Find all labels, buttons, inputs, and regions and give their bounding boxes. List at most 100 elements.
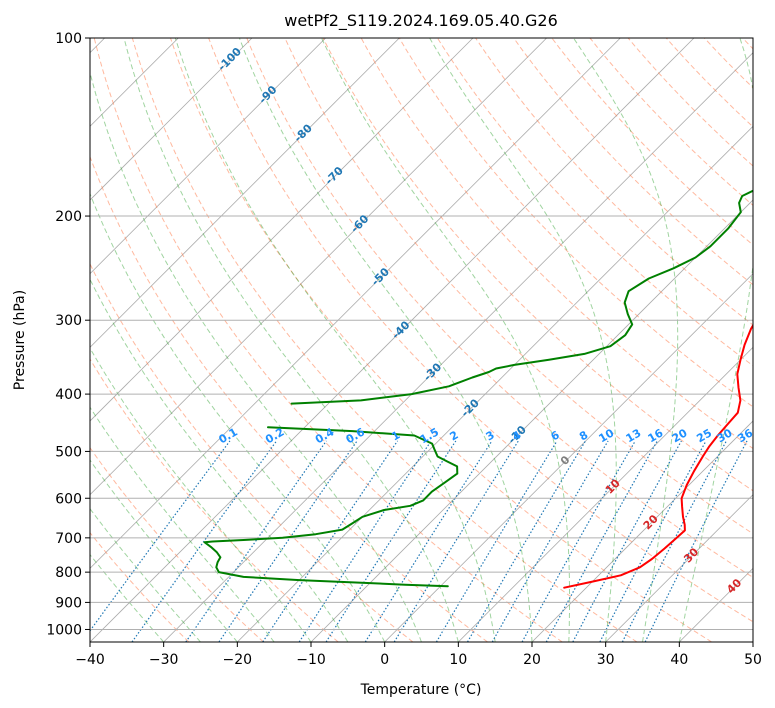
isotherm-line <box>90 38 621 569</box>
moist-adiabat-line <box>573 38 679 642</box>
isotherm-line <box>90 38 547 496</box>
isotherm-line <box>90 38 326 275</box>
background-lines <box>90 38 753 642</box>
mixing-ratio-label: 36 <box>735 426 755 445</box>
profiles <box>203 189 753 589</box>
dry-adiabat-line <box>93 38 563 642</box>
y-axis-ticks: 100 200 300 400 500 600 700 800 900 1000 <box>46 31 90 638</box>
isotherm-line <box>531 420 753 642</box>
x-tick-label: 40 <box>670 652 688 668</box>
mixing-ratio-label: 1 <box>389 428 402 443</box>
moist-adiabat-line <box>90 507 201 642</box>
y-tick-label: 300 <box>55 313 82 329</box>
isotherm-label: -100 <box>215 45 244 74</box>
mixing-ratio-line <box>393 440 519 642</box>
mixing-ratio-line <box>325 440 457 642</box>
dry-adiabat-line <box>284 38 753 535</box>
moist-adiabat-line <box>90 192 386 642</box>
dry-adiabat-line <box>551 38 753 246</box>
temperature-label: 10 <box>603 476 623 496</box>
dry-adiabat-line <box>131 38 638 642</box>
dry-adiabat-line <box>398 38 753 408</box>
mixing-ratio-line <box>364 440 493 642</box>
mixing-ratio-label: 10 <box>596 426 616 445</box>
x-tick-label: −20 <box>223 652 253 668</box>
mixing-ratio-label: 0.4 <box>313 425 337 446</box>
mixing-ratio-line <box>298 440 432 642</box>
dry-adiabat-line <box>90 531 190 642</box>
mixing-ratio-line <box>621 440 727 642</box>
x-tick-label: −10 <box>296 652 326 668</box>
mixing-ratio-label: 16 <box>646 426 666 445</box>
mixing-ratio-line <box>262 440 399 642</box>
mixing-ratio-line <box>131 440 278 642</box>
isotherm-line <box>310 199 753 642</box>
sounding-line <box>290 189 753 405</box>
y-tick-label: 200 <box>55 209 82 225</box>
dry-adiabat-line <box>475 38 753 326</box>
sounding-line <box>563 323 753 589</box>
isotherm-line <box>605 494 753 642</box>
isotherm-label: -50 <box>369 265 392 288</box>
isotherm-line <box>90 38 474 422</box>
chart-title: wetPf2_S119.2024.169.05.40.G26 <box>284 11 558 31</box>
mixing-ratio-label: 2 <box>447 428 460 443</box>
y-tick-label: 500 <box>55 444 82 460</box>
isotherm-line <box>90 38 253 201</box>
dry-adiabat-line <box>322 38 753 492</box>
mixing-ratio-line <box>466 440 587 642</box>
mixing-ratio-line <box>435 440 558 642</box>
dry-adiabat-line <box>513 38 753 286</box>
y-axis-title: Pressure (hPa) <box>12 290 28 390</box>
moist-adiabat-line <box>174 38 496 642</box>
sounding-line <box>203 426 459 588</box>
moist-adiabat-line <box>678 38 753 642</box>
temperature-label: 40 <box>724 576 744 596</box>
y-tick-label: 900 <box>55 595 82 611</box>
mixing-ratio-label: 13 <box>624 426 644 445</box>
mixing-ratio-label: 1.5 <box>418 425 441 446</box>
isotherm-line <box>237 125 753 642</box>
dry-adiabat-line <box>170 38 712 642</box>
dry-adiabat-line <box>589 38 753 206</box>
mixing-ratio-line <box>185 440 327 642</box>
moist-adiabat-line <box>238 38 533 642</box>
x-tick-label: 0 <box>380 652 389 668</box>
dry-adiabat-line <box>90 155 488 642</box>
dry-adiabat-line <box>90 358 339 642</box>
mixing-ratio-label: 8 <box>577 428 590 443</box>
x-tick-label: 10 <box>449 652 467 668</box>
isotherm-line <box>90 38 695 642</box>
moist-adiabat-line <box>123 38 459 642</box>
isotherm-line <box>752 641 753 642</box>
moist-adiabat-line <box>90 459 238 642</box>
mixing-ratio-line <box>521 440 636 642</box>
x-axis-ticks: −40 −30 −20 −10 0 10 20 30 40 50 <box>75 642 762 668</box>
dry-adiabat-line <box>90 446 264 642</box>
y-tick-label: 400 <box>55 387 82 403</box>
plot-frame <box>89 37 754 643</box>
x-tick-label: 30 <box>597 652 615 668</box>
isotherm-label: -80 <box>292 121 315 144</box>
x-tick-label: −40 <box>75 652 105 668</box>
x-axis-title: Temperature (°C) <box>360 682 482 698</box>
dry-adiabat-line <box>703 38 753 89</box>
moist-adiabat-line <box>90 406 275 642</box>
y-tick-label: 600 <box>55 491 82 507</box>
isotherm-line <box>163 52 753 642</box>
dry-adiabat-line <box>90 262 414 642</box>
moist-adiabat-line <box>321 38 571 642</box>
moist-adiabat-line <box>90 347 312 642</box>
isotherm-line <box>384 273 753 642</box>
isotherm-line <box>90 38 400 348</box>
mixing-ratio-line <box>545 440 658 642</box>
mixing-ratio-line <box>644 440 748 642</box>
dry-adiabat-line <box>665 38 753 128</box>
isotherm-label: -90 <box>256 83 279 106</box>
mixing-ratio-line <box>599 440 707 642</box>
moist-adiabat-line <box>90 70 422 642</box>
mixing-ratio-label: 6 <box>549 428 562 443</box>
y-tick-label: 100 <box>55 31 82 47</box>
isotherm-label: -20 <box>459 396 482 419</box>
